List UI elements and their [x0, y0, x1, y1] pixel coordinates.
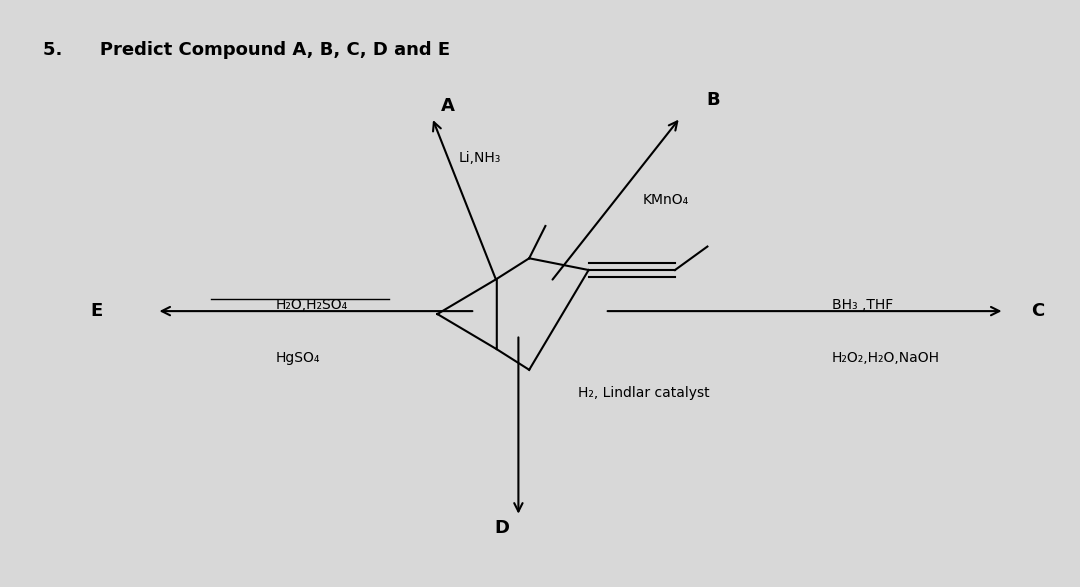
- Text: D: D: [495, 519, 510, 537]
- Text: BH₃ ,THF: BH₃ ,THF: [832, 298, 893, 312]
- Text: E: E: [91, 302, 103, 320]
- Text: H₂O,H₂SO₄: H₂O,H₂SO₄: [275, 298, 348, 312]
- Text: A: A: [442, 97, 455, 114]
- Text: KMnO₄: KMnO₄: [643, 193, 689, 207]
- Text: H₂, Lindlar catalyst: H₂, Lindlar catalyst: [578, 386, 710, 400]
- Text: Li,NH₃: Li,NH₃: [459, 151, 501, 166]
- Text: HgSO₄: HgSO₄: [275, 351, 320, 365]
- Text: 5.      Predict Compound A, B, C, D and E: 5. Predict Compound A, B, C, D and E: [43, 41, 450, 59]
- Text: B: B: [706, 91, 719, 109]
- Text: H₂O₂,H₂O,NaOH: H₂O₂,H₂O,NaOH: [832, 351, 940, 365]
- Text: C: C: [1031, 302, 1044, 320]
